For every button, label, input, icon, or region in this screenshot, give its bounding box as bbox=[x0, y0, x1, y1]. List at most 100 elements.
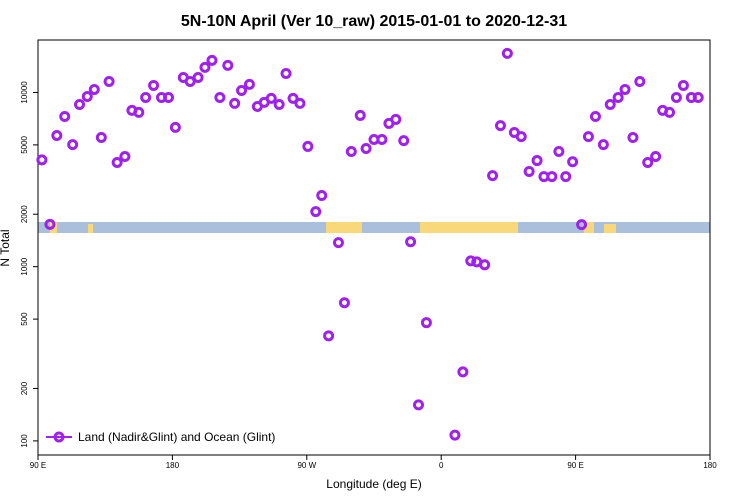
point bbox=[627, 132, 639, 144]
point bbox=[192, 71, 204, 83]
point bbox=[44, 218, 56, 230]
point bbox=[310, 206, 322, 218]
point bbox=[376, 133, 388, 145]
point bbox=[74, 98, 86, 110]
point bbox=[36, 154, 48, 166]
point bbox=[619, 83, 631, 95]
point bbox=[236, 85, 248, 97]
point bbox=[692, 92, 704, 104]
point bbox=[229, 97, 241, 109]
point bbox=[148, 79, 160, 91]
legend-marker bbox=[53, 431, 65, 443]
point bbox=[420, 317, 432, 329]
x-tick-label: 90 E bbox=[567, 461, 583, 470]
chart-title: 5N-10N April (Ver 10_raw) 2015-01-01 to … bbox=[181, 13, 567, 30]
point bbox=[664, 106, 676, 118]
point bbox=[302, 140, 314, 152]
point bbox=[650, 150, 662, 162]
point bbox=[119, 150, 131, 162]
y-tick-label: 500 bbox=[20, 312, 29, 326]
point bbox=[323, 330, 335, 342]
point bbox=[103, 75, 115, 87]
y-axis-label: N Total bbox=[0, 229, 12, 266]
point bbox=[589, 110, 601, 122]
point bbox=[184, 75, 196, 87]
land-patch bbox=[326, 222, 362, 233]
land-patch bbox=[88, 224, 93, 233]
x-tick-label: 180 bbox=[166, 461, 180, 470]
plot-frame bbox=[37, 39, 711, 456]
point bbox=[199, 61, 211, 73]
point bbox=[111, 157, 123, 169]
ocean-strip bbox=[38, 222, 710, 233]
point bbox=[582, 131, 594, 143]
point bbox=[465, 255, 477, 267]
y-tick-label: 10000 bbox=[20, 81, 29, 104]
point bbox=[51, 130, 63, 142]
point bbox=[169, 121, 181, 133]
y-tick-label: 100 bbox=[20, 434, 29, 448]
point bbox=[449, 429, 461, 441]
y-tick-label: 200 bbox=[20, 381, 29, 395]
point bbox=[81, 90, 93, 102]
point bbox=[273, 98, 285, 110]
x-tick-label: 0 bbox=[439, 461, 444, 470]
point bbox=[222, 59, 234, 71]
point bbox=[515, 131, 527, 143]
y-tick-label: 1000 bbox=[20, 257, 29, 275]
land-patch bbox=[420, 222, 518, 233]
point bbox=[405, 236, 417, 248]
point bbox=[360, 142, 372, 154]
point bbox=[670, 92, 682, 104]
point bbox=[140, 92, 152, 104]
point bbox=[265, 92, 277, 104]
y-tick-label: 2000 bbox=[20, 205, 29, 223]
point bbox=[457, 366, 469, 378]
point bbox=[567, 156, 579, 168]
point bbox=[316, 190, 328, 202]
point bbox=[338, 297, 350, 309]
point bbox=[67, 139, 79, 151]
point bbox=[354, 109, 366, 121]
y-tick-label: 5000 bbox=[20, 135, 29, 153]
point bbox=[280, 67, 292, 79]
point bbox=[531, 155, 543, 167]
point bbox=[677, 79, 689, 91]
point bbox=[604, 98, 616, 110]
point bbox=[576, 219, 588, 231]
point bbox=[501, 47, 513, 59]
point bbox=[597, 139, 609, 151]
x-tick-label: 180 bbox=[703, 461, 717, 470]
land-patch bbox=[584, 222, 594, 233]
point bbox=[479, 259, 491, 271]
point bbox=[332, 237, 344, 249]
point bbox=[243, 78, 255, 90]
point bbox=[523, 165, 535, 177]
point bbox=[390, 113, 402, 125]
point bbox=[494, 120, 506, 132]
point bbox=[634, 75, 646, 87]
point bbox=[642, 157, 654, 169]
point bbox=[163, 92, 175, 104]
point bbox=[345, 146, 357, 158]
point bbox=[287, 92, 299, 104]
point bbox=[214, 92, 226, 104]
point bbox=[133, 106, 145, 118]
x-tick-label: 90 W bbox=[297, 461, 316, 470]
point bbox=[413, 399, 425, 411]
point bbox=[95, 132, 107, 144]
map-strip bbox=[38, 222, 710, 233]
point bbox=[206, 54, 218, 66]
point bbox=[612, 92, 624, 104]
point bbox=[560, 171, 572, 183]
point bbox=[398, 135, 410, 147]
x-axis-label: Longitude (deg E) bbox=[326, 477, 421, 491]
point bbox=[88, 83, 100, 95]
point bbox=[294, 97, 306, 109]
legend-label: Land (Nadir&Glint) and Ocean (Glint) bbox=[78, 430, 275, 444]
x-tick-label: 90 E bbox=[30, 461, 46, 470]
point bbox=[59, 110, 71, 122]
point bbox=[546, 171, 558, 183]
